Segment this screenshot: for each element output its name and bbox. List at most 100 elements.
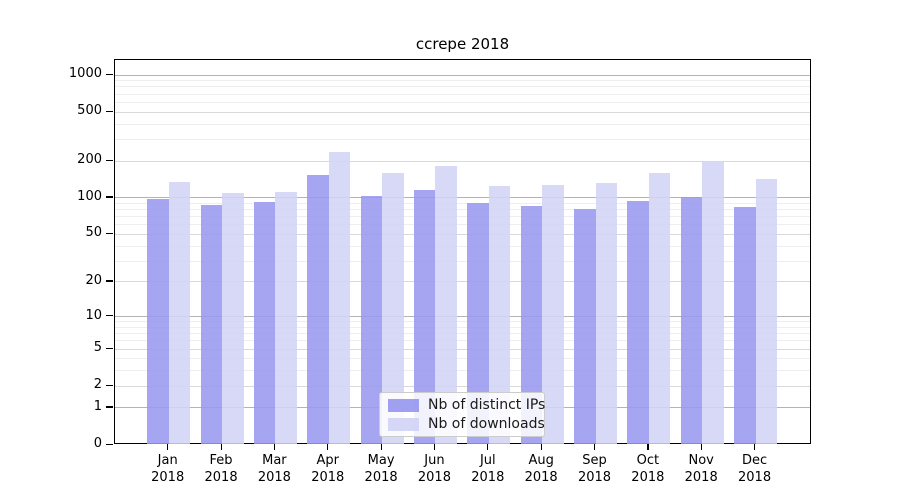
bar-distinct-ips-feb [200, 204, 223, 444]
bar-distinct-ips-jun [413, 190, 436, 444]
y-axis-tick [106, 347, 113, 349]
gridline [115, 197, 810, 199]
y-axis-tick [106, 110, 113, 112]
x-axis-tick-label: Aug 2018 [524, 453, 558, 485]
gridline [115, 348, 810, 350]
legend-label-distinct-ips: Nb of distinct IPs [428, 397, 546, 413]
legend: Nb of distinct IPs Nb of downloads [379, 392, 545, 437]
gridline [115, 101, 810, 103]
bar-distinct-ips-oct [627, 200, 649, 444]
gridline [115, 123, 810, 125]
bar-distinct-ips-nov [680, 197, 703, 444]
gridline [115, 340, 810, 342]
y-axis-tick-label: 1000 [68, 66, 102, 82]
y-axis-tick [106, 406, 113, 408]
gridline [115, 321, 810, 323]
gridline [115, 74, 810, 76]
gridline [115, 281, 810, 283]
bar-distinct-ips-apr [307, 175, 329, 444]
gridline [115, 245, 810, 247]
y-axis-tick-label: 20 [85, 272, 102, 288]
bar-downloads-sep [595, 183, 617, 444]
y-axis-tick-label: 100 [77, 188, 102, 204]
y-axis-tick [106, 443, 113, 445]
y-axis-tick-label: 500 [77, 103, 102, 119]
x-axis-tick-label: Jan 2018 [151, 453, 185, 485]
gridline [115, 111, 810, 113]
gridline [115, 370, 810, 372]
gridline [115, 385, 810, 387]
x-axis-tick [327, 444, 329, 450]
x-axis-tick [754, 444, 756, 450]
bar-distinct-ips-jan [147, 199, 169, 444]
y-axis-tick [106, 232, 113, 235]
legend-label-downloads: Nb of downloads [428, 416, 545, 432]
gridline [115, 358, 810, 360]
x-axis-tick-label: Sep 2018 [577, 453, 612, 485]
gridline [115, 260, 810, 262]
x-axis-tick-label: Dec 2018 [738, 453, 772, 485]
x-axis-tick [487, 444, 489, 450]
x-axis-tick [433, 444, 436, 450]
bar-downloads-apr [328, 152, 351, 444]
gridline [115, 224, 810, 226]
bar-downloads-nov [702, 161, 724, 444]
bar-downloads-jan [168, 182, 191, 444]
y-axis-tick-label: 2 [93, 377, 102, 393]
y-axis-tick [106, 73, 113, 75]
y-axis-tick-label: 5 [93, 340, 102, 356]
bar-downloads-may [382, 172, 404, 444]
y-axis-tick [106, 384, 113, 386]
x-axis-tick-label: Apr 2018 [311, 453, 345, 485]
bar-downloads-aug [542, 184, 564, 444]
bar-downloads-mar [275, 191, 297, 444]
bar-distinct-ips-sep [574, 209, 596, 444]
x-axis-tick-label: Jun 2018 [417, 453, 451, 485]
y-axis-tick-label: 1 [93, 398, 102, 414]
x-axis-tick-label: May 2018 [364, 453, 398, 485]
x-axis-tick-label: Oct 2018 [631, 453, 665, 485]
bar-distinct-ips-mar [253, 201, 276, 444]
x-axis-tick [540, 444, 542, 450]
y-axis-tick-label: 10 [85, 307, 102, 323]
y-axis-tick-label: 0 [93, 436, 102, 451]
x-axis-tick [220, 444, 222, 450]
gridline [115, 233, 810, 235]
x-axis-tick-label: Jul 2018 [471, 453, 505, 485]
bar-downloads-jul [488, 185, 511, 444]
y-axis-tick [106, 315, 113, 317]
legend-swatch-downloads [388, 417, 419, 431]
y-axis-tick [106, 196, 113, 198]
gridline [115, 316, 810, 318]
bar-distinct-ips-may [360, 195, 383, 444]
gridline [115, 333, 810, 335]
gridline [115, 93, 810, 95]
x-axis-tick [647, 444, 649, 450]
plot-area: Nb of distinct IPs Nb of downloads [114, 59, 811, 444]
y-axis-tick [106, 159, 113, 161]
x-axis-tick [167, 444, 169, 450]
x-axis-tick-label: Feb 2018 [204, 453, 238, 485]
gridline [115, 80, 810, 82]
x-axis-tick [700, 444, 702, 450]
x-axis-tick [380, 444, 382, 450]
chart-title: ccrepe 2018 [415, 35, 510, 53]
legend-row-downloads: Nb of downloads [388, 416, 545, 432]
legend-row-distinct-ips: Nb of distinct IPs [388, 397, 545, 413]
y-axis-tick-label: 50 [85, 225, 102, 241]
bar-distinct-ips-jul [467, 203, 489, 444]
gridline [115, 160, 810, 162]
gridline [115, 138, 810, 140]
gridline [115, 326, 810, 328]
gridline [115, 86, 810, 88]
x-axis-tick-label: Mar 2018 [257, 453, 291, 485]
x-axis-tick [273, 444, 276, 450]
gridline [115, 209, 810, 211]
bar-distinct-ips-aug [520, 205, 543, 444]
bar-downloads-jun [435, 166, 457, 444]
bar-downloads-oct [648, 172, 671, 444]
gridline [115, 216, 810, 218]
bar-downloads-dec [755, 178, 778, 444]
legend-swatch-distinct-ips [388, 398, 419, 412]
